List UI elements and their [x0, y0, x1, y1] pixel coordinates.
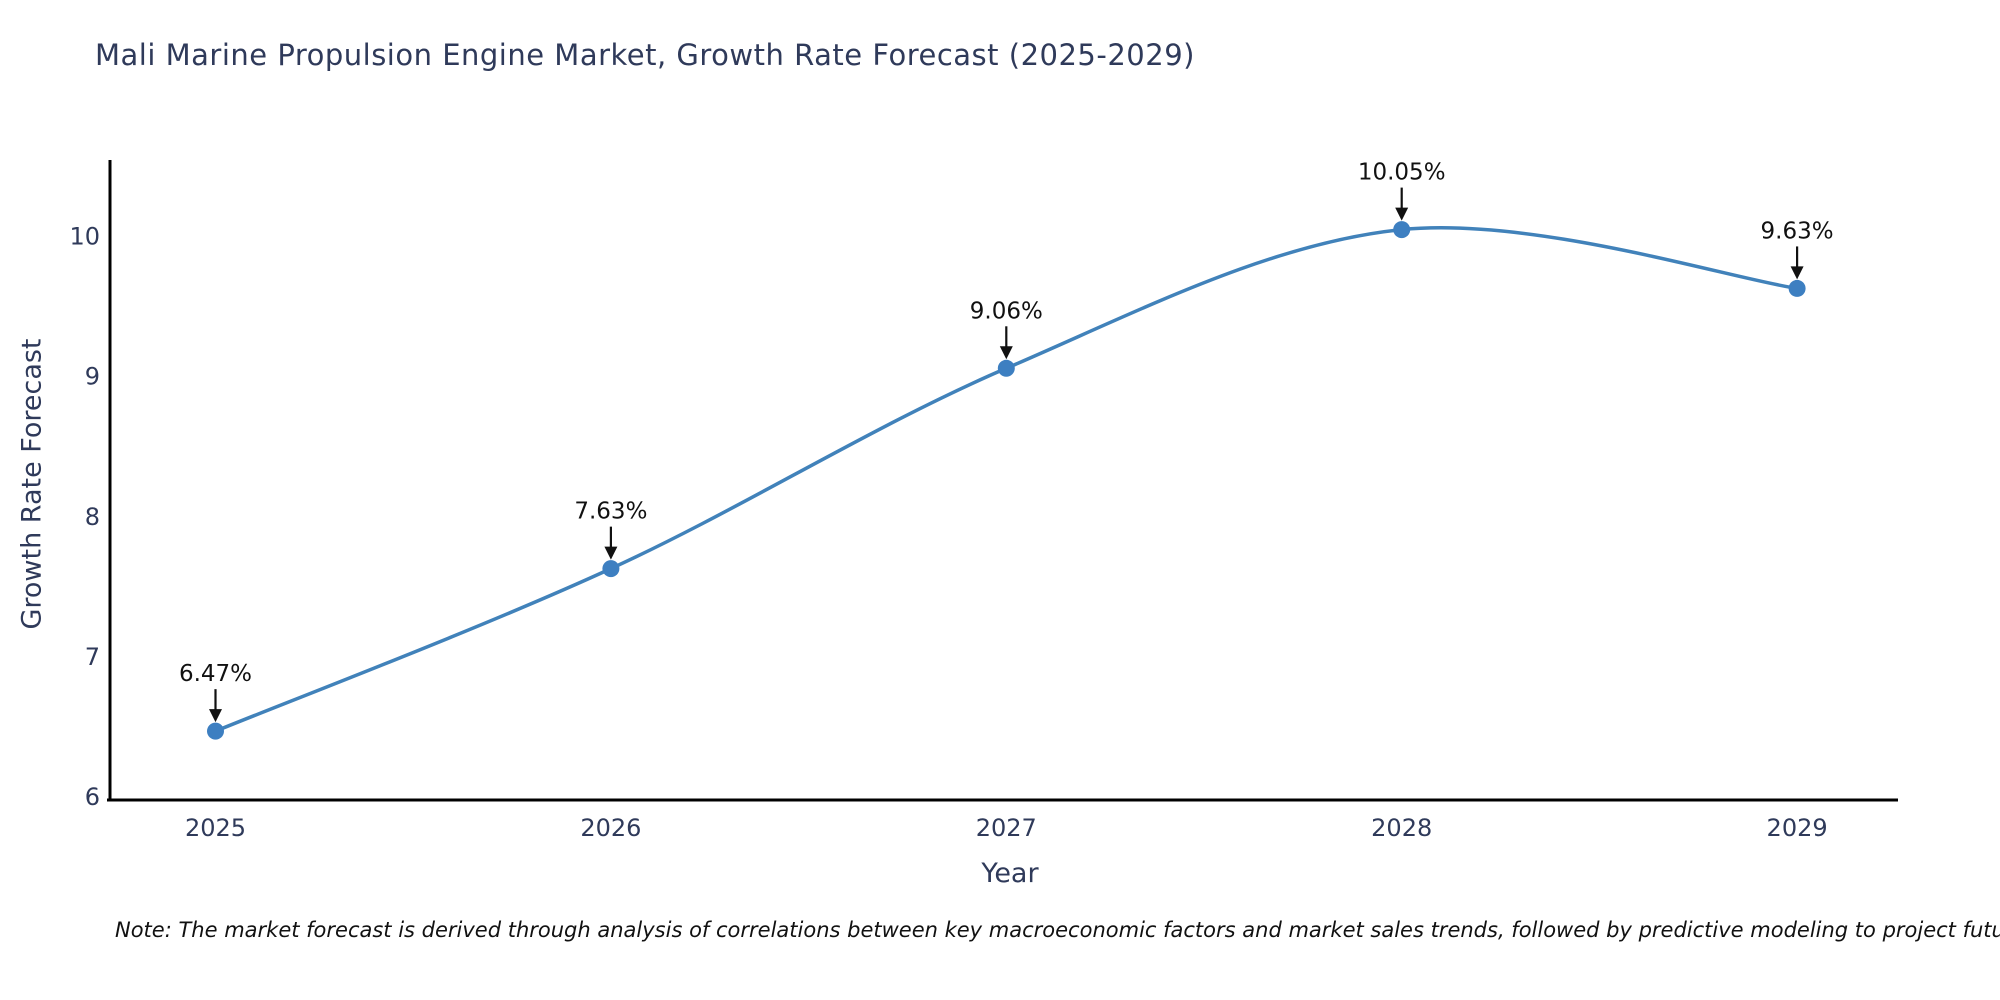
- data-point-marker: [1393, 221, 1411, 239]
- data-point-marker: [1788, 279, 1806, 297]
- y-tick-label: 7: [85, 643, 100, 671]
- data-point-label: 6.47%: [179, 661, 252, 687]
- y-tick-label: 8: [85, 503, 100, 531]
- y-tick-label: 9: [85, 363, 100, 391]
- data-point-marker: [602, 560, 620, 578]
- x-tick-label: 2027: [976, 814, 1037, 842]
- data-point-marker: [997, 359, 1015, 377]
- data-point-label: 7.63%: [574, 499, 647, 525]
- x-tick-label: 2028: [1371, 814, 1432, 842]
- x-tick-label: 2029: [1767, 814, 1828, 842]
- chart-title: Mali Marine Propulsion Engine Market, Gr…: [95, 38, 1195, 72]
- footnote: Note: The market forecast is derived thr…: [115, 918, 2000, 942]
- x-axis-label: Year: [981, 858, 1039, 889]
- annotation-arrow-head: [209, 709, 222, 723]
- y-tick-label: 6: [85, 783, 100, 811]
- data-point-label: 9.06%: [970, 298, 1043, 324]
- data-point-label: 9.63%: [1761, 218, 1834, 244]
- data-point-label: 10.05%: [1358, 160, 1446, 186]
- x-tick-label: 2026: [580, 814, 641, 842]
- data-point-marker: [207, 722, 224, 740]
- y-axis-spine: [108, 160, 112, 801]
- annotation-arrow-head: [1395, 207, 1409, 221]
- annotation-arrow-head: [1790, 266, 1804, 280]
- annotation-arrow-head: [999, 346, 1013, 360]
- x-tick-label: 2025: [185, 814, 246, 842]
- annotation-arrow-head: [604, 546, 618, 560]
- x-axis-spine: [107, 798, 1898, 802]
- y-tick-label: 10: [69, 223, 100, 251]
